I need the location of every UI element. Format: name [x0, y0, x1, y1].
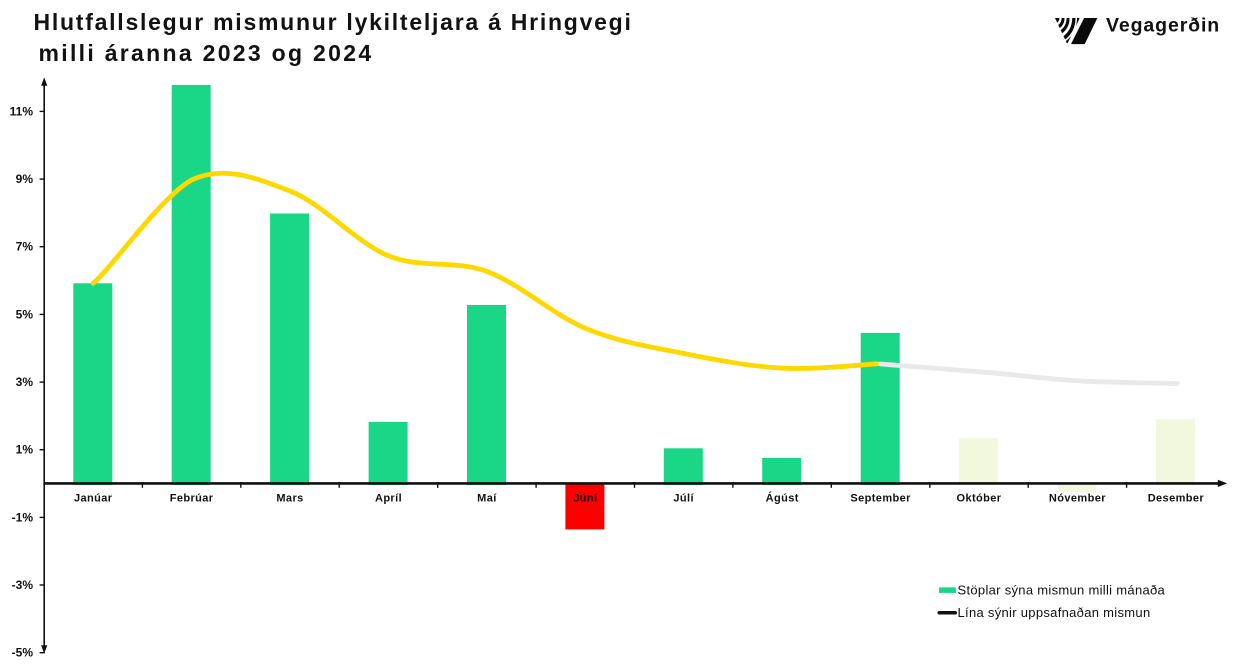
svg-text:Júní: Júní: [573, 493, 598, 505]
svg-text:7%: 7%: [16, 240, 34, 254]
svg-text:3%: 3%: [16, 375, 34, 389]
svg-text:Apríl: Apríl: [375, 493, 402, 505]
svg-text:-5%: -5%: [12, 646, 34, 660]
svg-text:September: September: [850, 493, 911, 505]
svg-text:5%: 5%: [16, 307, 34, 321]
svg-text:Október: Október: [957, 493, 1002, 505]
svg-text:Ágúst: Ágúst: [766, 492, 799, 505]
svg-text:Lína sýnir uppsafnaðan mismun: Lína sýnir uppsafnaðan mismun: [958, 605, 1151, 620]
svg-text:Júlí: Júlí: [673, 493, 694, 505]
svg-text:Hlutfallslegur mismunur lykilt: Hlutfallslegur mismunur lykilteljara á H…: [34, 9, 633, 35]
svg-text:Febrúar: Febrúar: [170, 493, 214, 505]
svg-text:Vegagerðin: Vegagerðin: [1106, 15, 1220, 37]
svg-text:milli áranna 2023 og 2024: milli áranna 2023 og 2024: [39, 40, 374, 66]
svg-text:Janúar: Janúar: [74, 493, 113, 505]
svg-text:-1%: -1%: [12, 510, 34, 524]
svg-text:Desember: Desember: [1148, 493, 1205, 505]
svg-text:-3%: -3%: [12, 578, 34, 592]
svg-text:Stöplar sýna mismun milli mána: Stöplar sýna mismun milli mánaða: [958, 583, 1166, 598]
svg-text:1%: 1%: [16, 443, 34, 457]
svg-text:Mars: Mars: [276, 493, 303, 505]
svg-text:9%: 9%: [16, 172, 34, 186]
svg-text:Nóvember: Nóvember: [1049, 493, 1106, 505]
svg-text:11%: 11%: [10, 104, 34, 118]
svg-text:Maí: Maí: [477, 493, 497, 505]
